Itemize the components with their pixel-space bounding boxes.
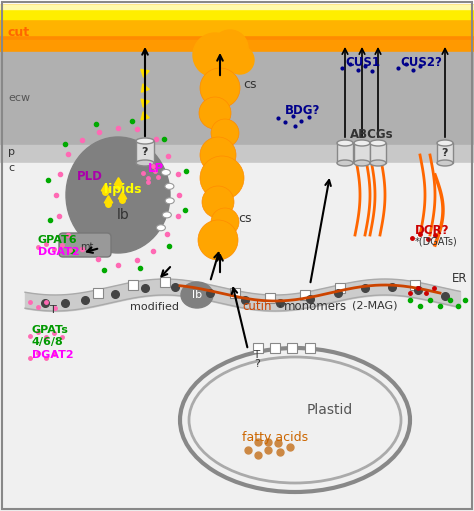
Ellipse shape bbox=[437, 140, 453, 146]
Text: PLD: PLD bbox=[77, 170, 103, 182]
Bar bbox=[0, 5, 474, 35]
Bar bbox=[287, 343, 297, 353]
Text: T: T bbox=[50, 305, 57, 315]
Bar bbox=[0, 5, 474, 9]
Text: DGAT2: DGAT2 bbox=[32, 350, 73, 360]
Text: ·: · bbox=[278, 300, 283, 314]
Bar bbox=[93, 288, 103, 298]
Bar bbox=[0, 52, 474, 145]
Bar bbox=[136, 141, 154, 163]
Ellipse shape bbox=[200, 156, 244, 200]
Text: modified: modified bbox=[130, 302, 179, 312]
Bar bbox=[410, 280, 420, 290]
Bar bbox=[128, 280, 138, 290]
Bar bbox=[0, 163, 474, 511]
Text: ABCGs: ABCGs bbox=[350, 128, 393, 142]
Text: lb: lb bbox=[192, 290, 202, 300]
Ellipse shape bbox=[193, 33, 237, 77]
Ellipse shape bbox=[199, 97, 231, 129]
Ellipse shape bbox=[198, 220, 238, 260]
Bar bbox=[265, 293, 275, 303]
Text: BDG?: BDG? bbox=[285, 104, 320, 117]
Bar bbox=[300, 290, 310, 300]
Bar bbox=[337, 143, 353, 163]
FancyBboxPatch shape bbox=[59, 233, 111, 257]
Ellipse shape bbox=[200, 137, 236, 173]
Ellipse shape bbox=[211, 119, 239, 147]
Text: c: c bbox=[8, 163, 14, 173]
Ellipse shape bbox=[156, 225, 165, 231]
Ellipse shape bbox=[212, 30, 248, 66]
Text: p: p bbox=[8, 147, 15, 157]
Text: ER: ER bbox=[452, 271, 467, 285]
Bar bbox=[354, 143, 370, 163]
Ellipse shape bbox=[136, 138, 154, 144]
Ellipse shape bbox=[161, 170, 170, 175]
Ellipse shape bbox=[370, 160, 386, 166]
Bar bbox=[305, 343, 315, 353]
Ellipse shape bbox=[202, 186, 234, 218]
Text: cutin: cutin bbox=[242, 300, 272, 314]
Bar bbox=[160, 277, 170, 287]
Text: T: T bbox=[253, 350, 259, 360]
Ellipse shape bbox=[163, 212, 171, 218]
Ellipse shape bbox=[337, 160, 353, 166]
Text: lb: lb bbox=[117, 208, 129, 222]
Ellipse shape bbox=[66, 137, 170, 253]
Ellipse shape bbox=[165, 183, 174, 190]
Text: cs: cs bbox=[243, 79, 256, 91]
Bar bbox=[0, 40, 474, 52]
Ellipse shape bbox=[354, 160, 370, 166]
Text: GPATs: GPATs bbox=[32, 325, 69, 335]
Text: cs: cs bbox=[238, 212, 252, 224]
Bar bbox=[253, 343, 263, 353]
Text: DCR?: DCR? bbox=[415, 223, 449, 237]
Text: ?: ? bbox=[142, 147, 148, 157]
Ellipse shape bbox=[165, 198, 174, 204]
Bar bbox=[437, 143, 453, 163]
Ellipse shape bbox=[181, 282, 213, 308]
Text: cut: cut bbox=[8, 26, 30, 38]
Ellipse shape bbox=[354, 140, 370, 146]
Text: CUS2?: CUS2? bbox=[400, 56, 442, 68]
Text: ?: ? bbox=[442, 148, 448, 158]
Bar bbox=[0, 145, 474, 163]
Bar bbox=[230, 288, 240, 298]
Bar bbox=[0, 5, 474, 52]
Ellipse shape bbox=[211, 208, 239, 236]
Bar bbox=[0, 5, 474, 19]
Text: (2-MAG): (2-MAG) bbox=[352, 300, 398, 310]
Ellipse shape bbox=[200, 68, 240, 108]
Text: fatty acids: fatty acids bbox=[242, 431, 308, 445]
Bar bbox=[335, 283, 345, 293]
Text: LP: LP bbox=[148, 161, 164, 174]
Text: GPAT6: GPAT6 bbox=[38, 235, 78, 245]
Ellipse shape bbox=[437, 160, 453, 166]
Text: mt: mt bbox=[80, 242, 94, 252]
Text: *(DGATs): *(DGATs) bbox=[415, 237, 458, 247]
Text: 4/6/8: 4/6/8 bbox=[32, 337, 64, 347]
Bar bbox=[270, 343, 280, 353]
Ellipse shape bbox=[370, 140, 386, 146]
Bar bbox=[370, 143, 386, 163]
Text: DGAT2: DGAT2 bbox=[38, 247, 80, 257]
Ellipse shape bbox=[226, 46, 254, 74]
Text: ?: ? bbox=[254, 359, 260, 369]
Ellipse shape bbox=[337, 140, 353, 146]
Ellipse shape bbox=[136, 160, 154, 166]
Text: lipids: lipids bbox=[104, 183, 142, 197]
Text: Plastid: Plastid bbox=[307, 403, 353, 417]
Text: monomers: monomers bbox=[284, 300, 347, 314]
Text: ecw: ecw bbox=[8, 93, 30, 103]
Text: CUS1: CUS1 bbox=[345, 56, 380, 68]
